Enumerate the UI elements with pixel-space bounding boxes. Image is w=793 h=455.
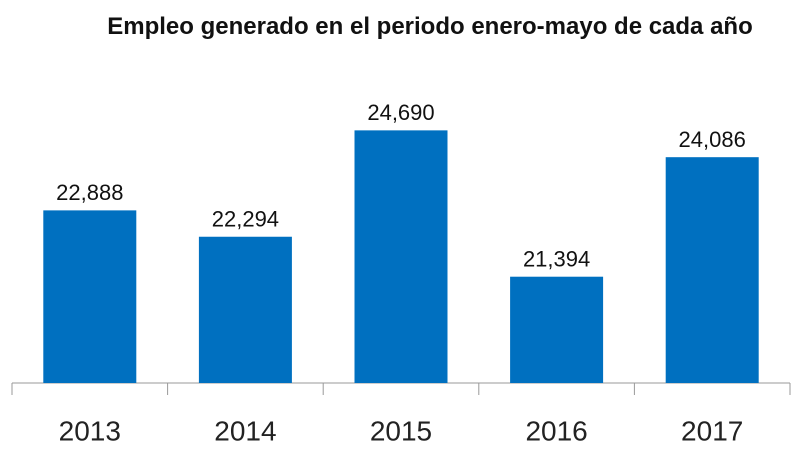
bar	[43, 210, 137, 383]
bar	[198, 236, 292, 383]
x-tick-label: 2013	[59, 415, 121, 446]
bar	[510, 276, 604, 383]
value-label: 22,888	[56, 180, 123, 205]
x-tick-label: 2014	[214, 415, 276, 446]
value-label: 24,086	[679, 127, 746, 152]
chart-title: Empleo generado en el periodo enero-mayo…	[107, 13, 753, 40]
bar	[354, 130, 448, 383]
x-tick-label: 2016	[525, 415, 587, 446]
value-label: 22,294	[212, 207, 279, 232]
value-label: 24,690	[367, 100, 434, 125]
value-label: 21,394	[523, 247, 590, 272]
x-tick-label: 2017	[681, 415, 743, 446]
bar	[665, 157, 759, 383]
x-tick-label: 2015	[370, 415, 432, 446]
